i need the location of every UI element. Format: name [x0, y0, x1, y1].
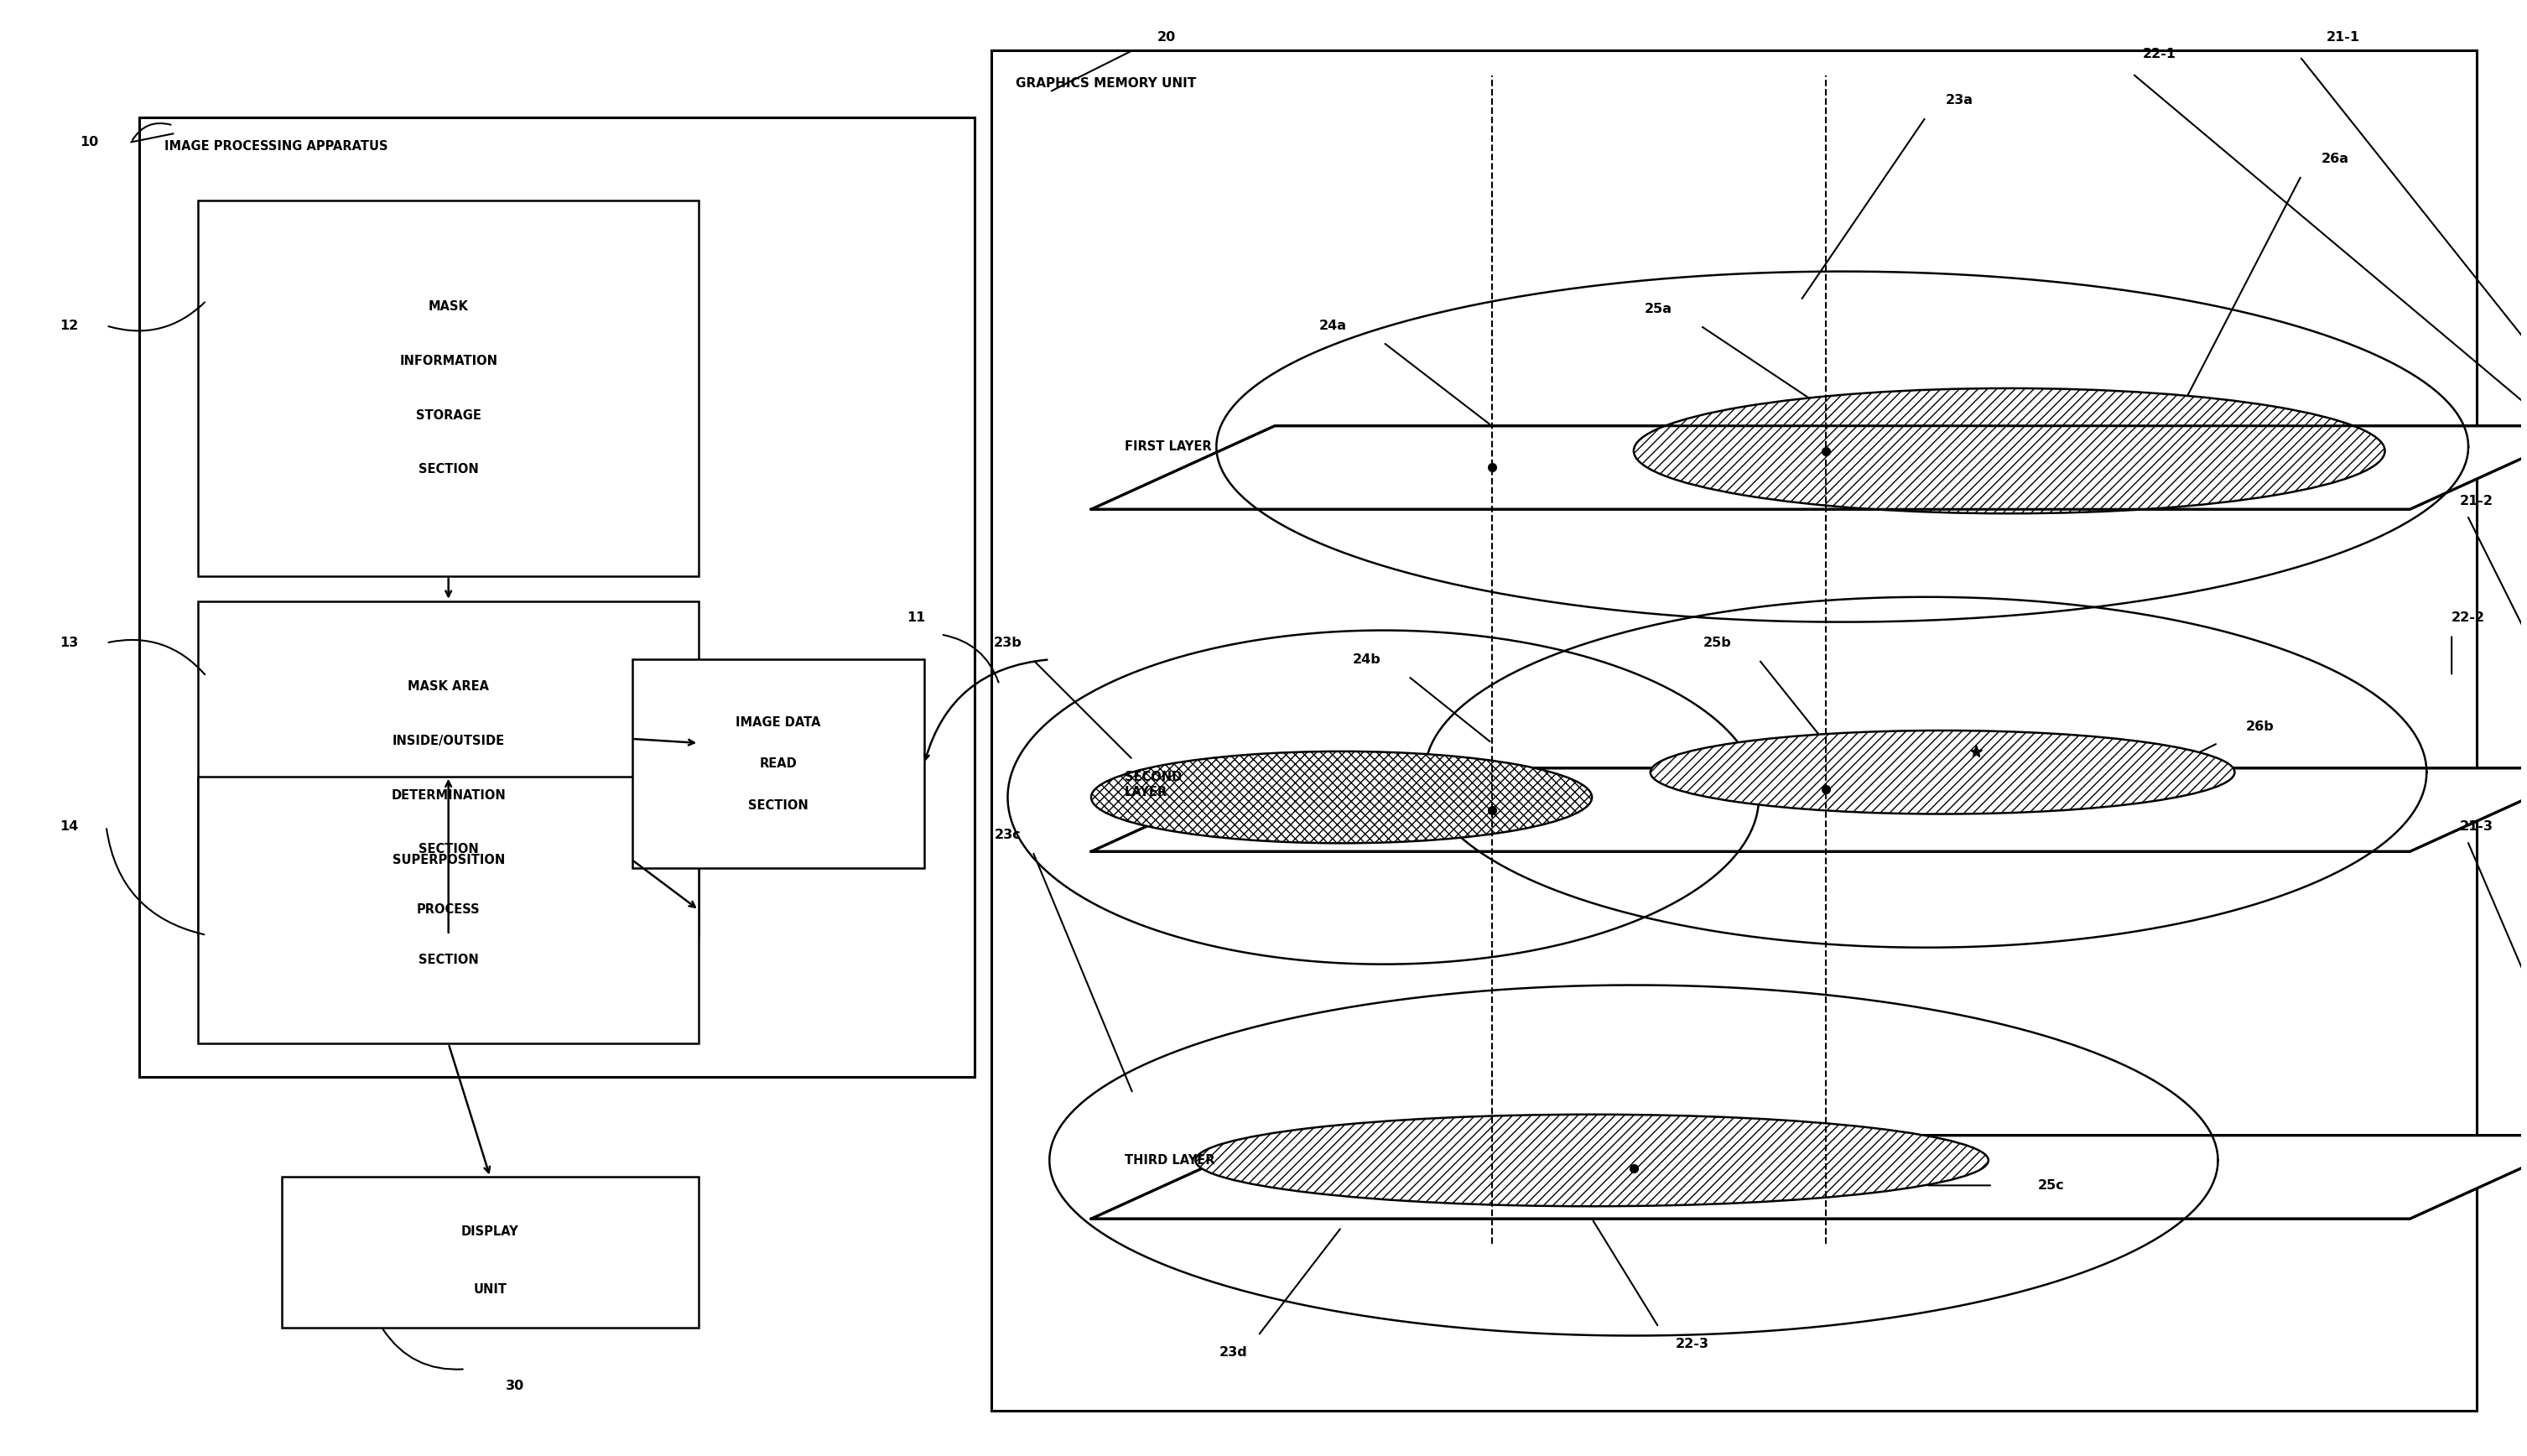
Bar	[632, 660, 925, 868]
Text: GRAPHICS MEMORY UNIT: GRAPHICS MEMORY UNIT	[1016, 77, 1198, 90]
Text: FIRST LAYER: FIRST LAYER	[1125, 440, 1210, 453]
Text: 23b: 23b	[993, 636, 1021, 649]
Text: 21-1: 21-1	[2327, 32, 2360, 44]
Bar	[197, 776, 700, 1044]
Ellipse shape	[1195, 1114, 1989, 1206]
Text: SECOND
LAYER: SECOND LAYER	[1125, 772, 1183, 798]
Bar	[991, 51, 2476, 1411]
Text: 20: 20	[1157, 32, 1175, 44]
Text: 24a: 24a	[1319, 319, 1347, 332]
Bar	[197, 201, 700, 577]
Text: READ: READ	[761, 757, 796, 770]
Text: 10: 10	[81, 135, 99, 149]
Text: SECTION: SECTION	[748, 799, 809, 812]
Text: 25b: 25b	[1703, 636, 1731, 649]
Text: 22-1: 22-1	[2143, 48, 2176, 61]
Text: IMAGE PROCESSING APPARATUS: IMAGE PROCESSING APPARATUS	[164, 140, 389, 153]
Text: STORAGE: STORAGE	[417, 409, 480, 422]
Text: 24b: 24b	[1352, 654, 1380, 665]
Ellipse shape	[1650, 731, 2234, 814]
Text: 25a: 25a	[1645, 303, 1673, 316]
Text: DISPLAY: DISPLAY	[462, 1224, 518, 1238]
Text: IMAGE DATA: IMAGE DATA	[735, 716, 821, 728]
Text: 14: 14	[58, 820, 78, 833]
Text: 22-2: 22-2	[2451, 612, 2484, 625]
Text: 23d: 23d	[1218, 1345, 1248, 1358]
Text: 12: 12	[58, 319, 78, 332]
Text: SUPERPOSITION: SUPERPOSITION	[392, 853, 505, 866]
Text: 26b: 26b	[2247, 721, 2274, 732]
Text: 26a: 26a	[2320, 153, 2348, 165]
Ellipse shape	[1632, 389, 2385, 514]
Text: SECTION: SECTION	[419, 954, 478, 967]
Text: 22-3: 22-3	[1675, 1338, 1708, 1350]
Bar	[280, 1176, 700, 1328]
Text: 21-2: 21-2	[2459, 495, 2494, 507]
Text: 23a: 23a	[1946, 95, 1974, 106]
Text: 13: 13	[58, 636, 78, 649]
Text: 25c: 25c	[2037, 1179, 2065, 1191]
Text: DETERMINATION: DETERMINATION	[392, 789, 505, 801]
Polygon shape	[1092, 425, 2527, 510]
Text: SECTION: SECTION	[419, 463, 478, 476]
Text: 30: 30	[505, 1379, 526, 1392]
Polygon shape	[1092, 769, 2527, 852]
Text: MASK AREA: MASK AREA	[407, 680, 490, 693]
Text: SECTION: SECTION	[419, 843, 478, 856]
Bar	[139, 116, 975, 1077]
Bar	[197, 601, 700, 935]
Polygon shape	[1092, 1136, 2527, 1219]
Text: 11: 11	[907, 612, 925, 625]
Text: MASK: MASK	[430, 300, 467, 313]
Text: INFORMATION: INFORMATION	[399, 355, 498, 367]
Text: PROCESS: PROCESS	[417, 904, 480, 916]
Text: UNIT: UNIT	[473, 1283, 508, 1296]
Text: THIRD LAYER: THIRD LAYER	[1125, 1155, 1215, 1166]
Text: 21-3: 21-3	[2459, 820, 2494, 833]
Text: 23c: 23c	[993, 828, 1021, 842]
Ellipse shape	[1092, 751, 1592, 843]
Text: INSIDE/OUTSIDE: INSIDE/OUTSIDE	[392, 735, 505, 747]
